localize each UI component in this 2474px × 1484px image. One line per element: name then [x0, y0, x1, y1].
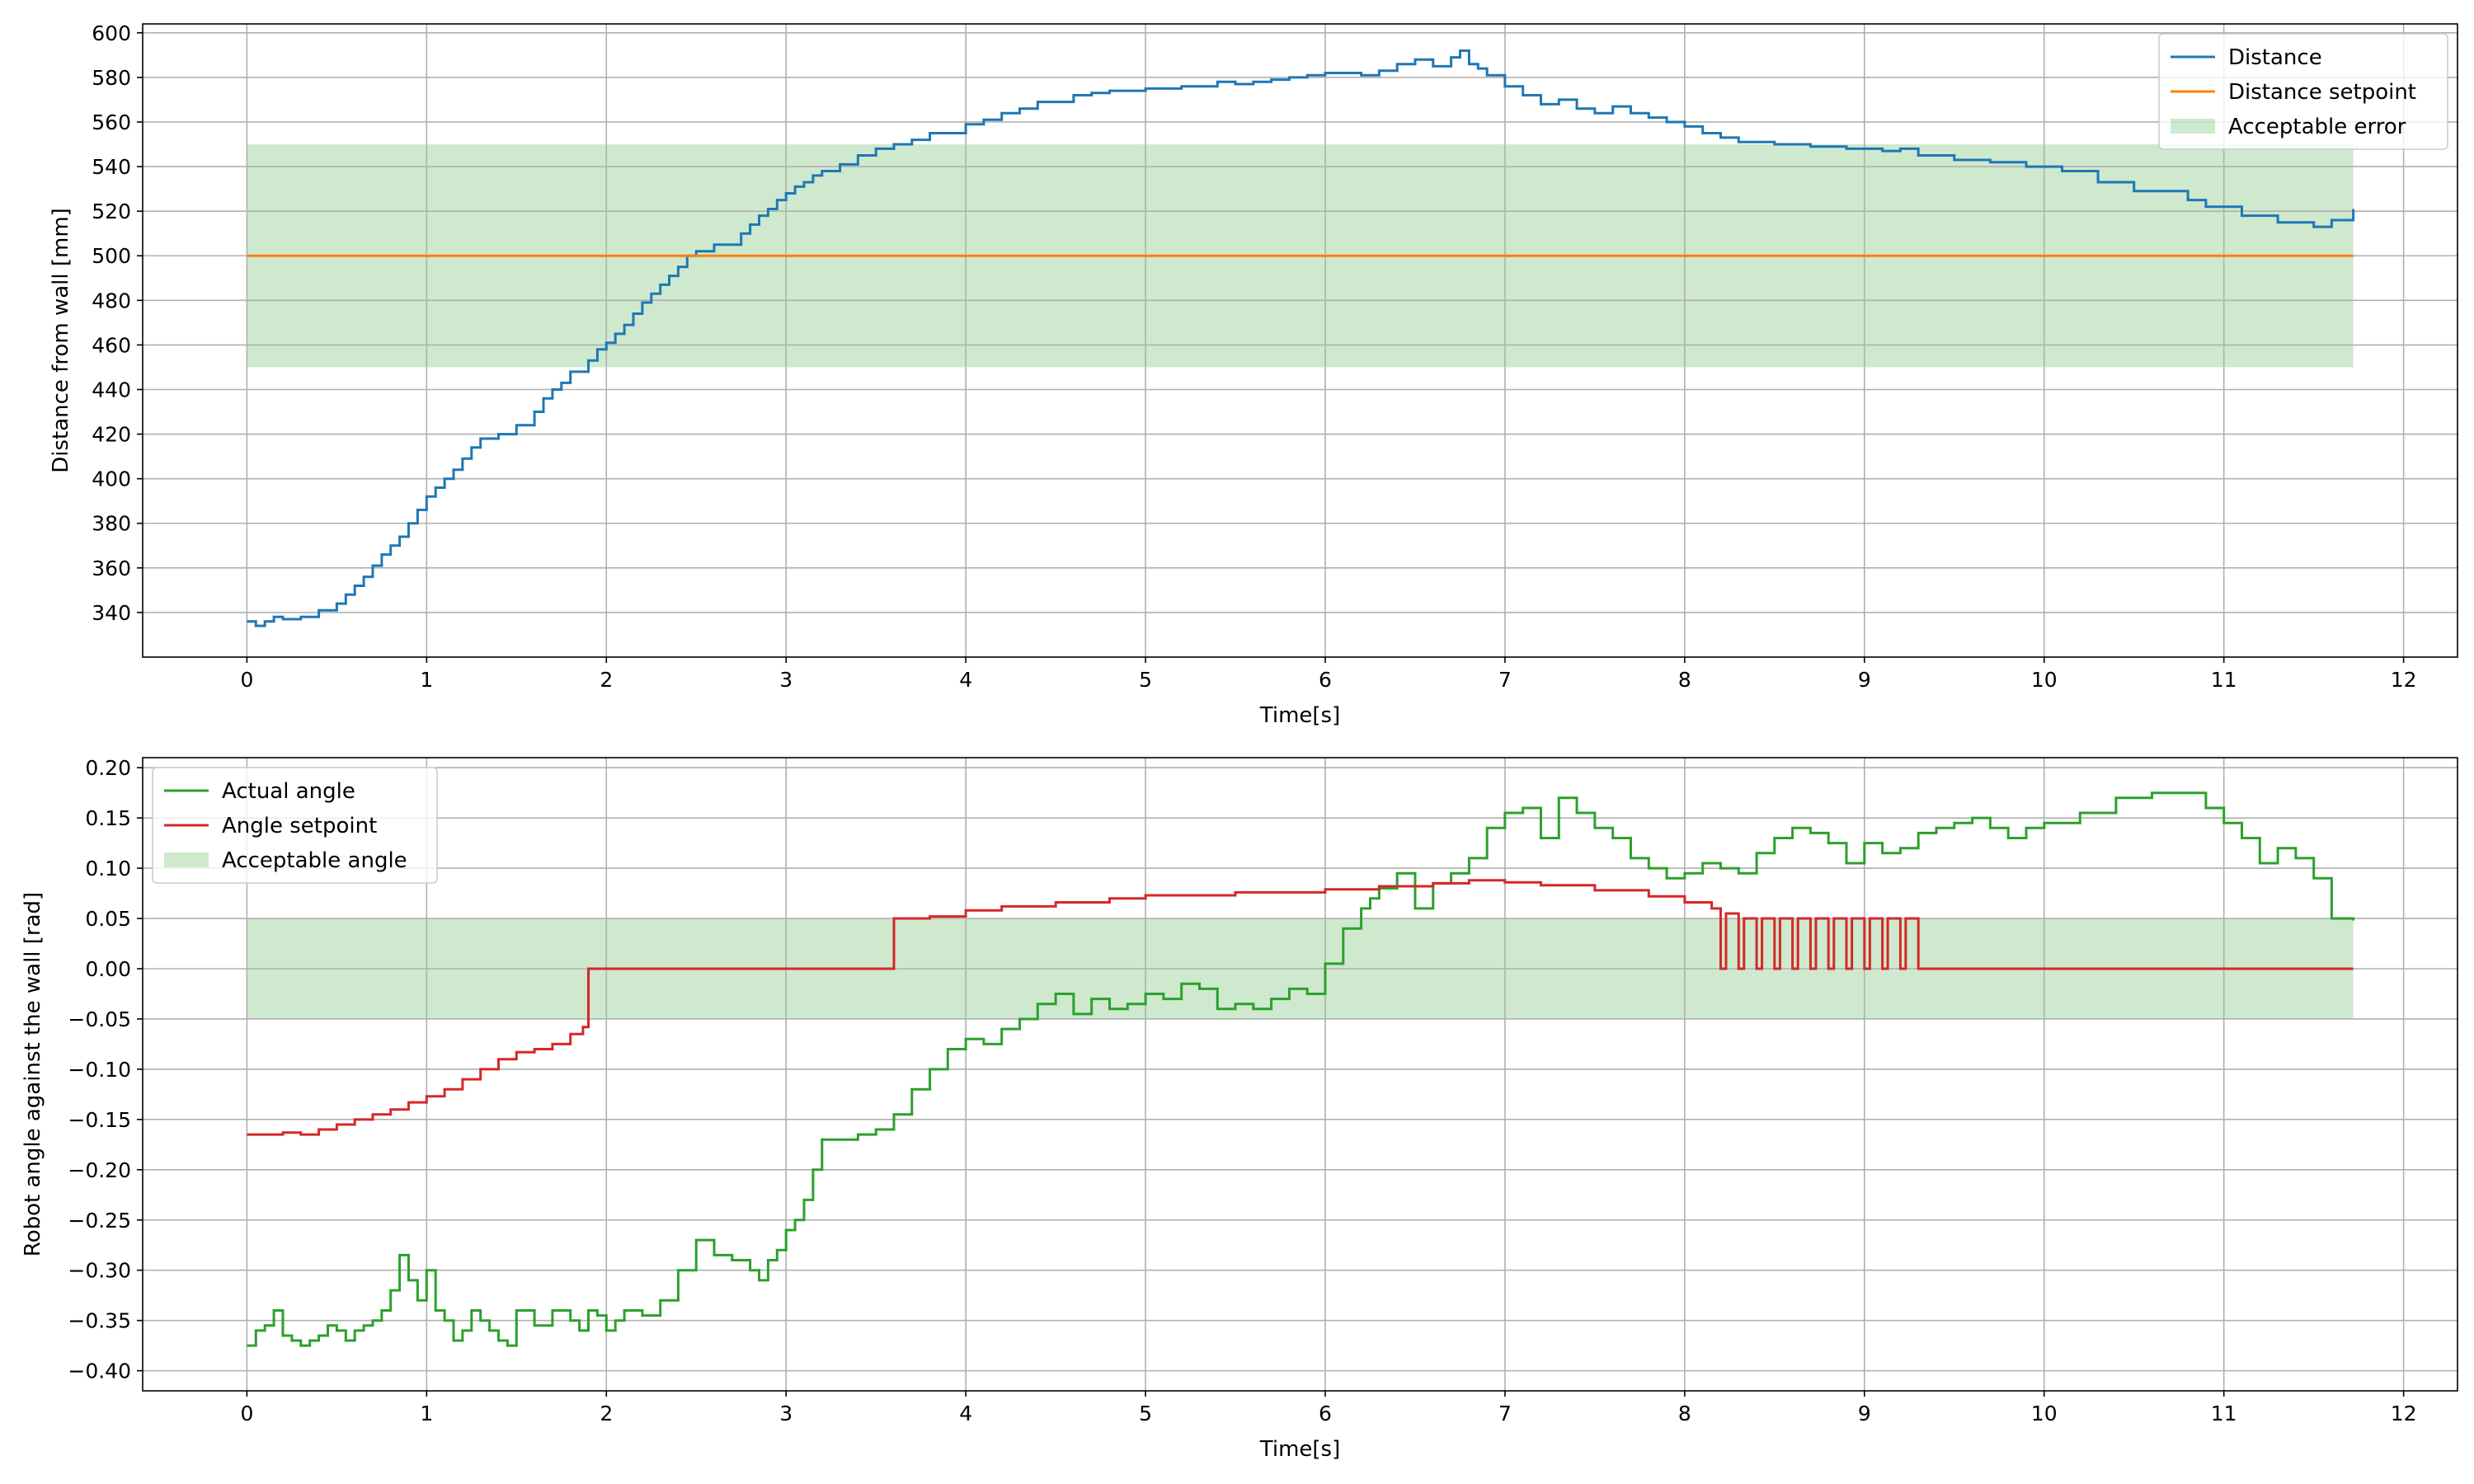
legend-label-acceptable-angle: Acceptable angle [222, 848, 407, 873]
y-tick-label: 460 [92, 333, 131, 357]
legend-box [2158, 33, 2448, 150]
y-tick-label: −0.10 [68, 1058, 131, 1082]
y-tick-label: 560 [92, 110, 131, 134]
x-tick-label: 12 [2391, 668, 2417, 692]
x-tick-label: 9 [1858, 1402, 1871, 1425]
x-tick-label: 1 [420, 668, 433, 692]
legend-label-distance: Distance [2228, 45, 2322, 70]
legend-swatch-acceptable-error [2171, 119, 2215, 134]
x-tick-label: 6 [1319, 1402, 1332, 1425]
x-axis-label: Time[s] [1259, 703, 1340, 728]
y-tick-label: −0.15 [68, 1108, 131, 1132]
angle-chart: 0 1 2 3 4 5 6 7 8 9 10 11 12−0.40−0.35−0.30−0.25−0.2… [21, 756, 2458, 1462]
x-tick-label: 0 [240, 1402, 253, 1425]
x-axis-label: Time[s] [1259, 1437, 1340, 1462]
y-tick-label: 380 [92, 512, 131, 536]
y-tick-label: 520 [92, 200, 131, 223]
x-tick-label: 3 [779, 1402, 793, 1425]
x-tick-label: 4 [959, 668, 972, 692]
y-tick-label: −0.20 [68, 1158, 131, 1182]
y-tick-label: −0.25 [68, 1209, 131, 1233]
series-line-distance [247, 49, 2355, 627]
y-tick-label: 420 [92, 423, 131, 447]
legend: Actual angle Angle setpoint Acceptable ang… [152, 767, 438, 884]
y-tick-label: 340 [92, 601, 131, 625]
legend-label-angle-setpoint: Angle setpoint [222, 814, 377, 838]
y-tick-label: −0.05 [68, 1007, 131, 1031]
y-axis-label: Robot angle against the wall [rad] [21, 892, 45, 1256]
y-tick-label: 0.15 [85, 806, 131, 830]
x-tick-label: 7 [1498, 668, 1512, 692]
x-tick-label: 2 [600, 668, 613, 692]
y-tick-label: 360 [92, 556, 131, 580]
x-tick-label: 8 [1678, 668, 1691, 692]
series-line-angle-setpoint [247, 879, 2354, 1136]
x-tick-label: 2 [600, 1402, 613, 1425]
y-axis-label: Distance from wall [mm] [49, 208, 73, 473]
x-tick-label: 10 [2031, 1402, 2058, 1425]
y-tick-label: 500 [92, 244, 131, 268]
x-tick-label: 4 [959, 1402, 972, 1425]
x-tick-label: 11 [2211, 668, 2237, 692]
y-tick-label: 400 [92, 467, 131, 491]
x-tick-label: 10 [2031, 668, 2058, 692]
legend: Distance Distance setpoint Acceptable erro… [2158, 33, 2448, 150]
x-tick-label: 5 [1139, 668, 1152, 692]
y-tick-label: 580 [92, 66, 131, 90]
y-tick-label: −0.40 [68, 1360, 131, 1383]
y-tick-label: 540 [92, 155, 131, 179]
x-tick-label: 3 [779, 668, 793, 692]
distance-chart: 0 1 2 3 4 5 6 7 8 9 10 11 12340360380400420440460480… [49, 21, 2458, 728]
y-tick-label: 0.20 [85, 756, 131, 780]
legend-label-acceptable-error: Acceptable error [2228, 115, 2406, 139]
x-tick-label: 9 [1858, 668, 1871, 692]
y-tick-label: 600 [92, 21, 131, 45]
x-tick-label: 6 [1319, 668, 1332, 692]
legend-swatch-acceptable-angle [164, 852, 209, 867]
x-tick-label: 0 [240, 668, 253, 692]
axes-frame [142, 23, 2458, 658]
y-tick-label: −0.35 [68, 1309, 131, 1333]
y-tick-label: 440 [92, 378, 131, 402]
legend-box [152, 767, 438, 884]
x-tick-label: 12 [2391, 1402, 2417, 1425]
y-tick-label: 0.05 [85, 907, 131, 931]
x-tick-label: 1 [420, 1402, 433, 1425]
x-tick-label: 11 [2211, 1402, 2237, 1425]
x-tick-label: 5 [1139, 1402, 1152, 1425]
legend-label-actual-angle: Actual angle [222, 779, 355, 804]
y-tick-label: 0.00 [85, 957, 131, 981]
x-tick-label: 7 [1498, 1402, 1512, 1425]
legend-label-distance-setpoint: Distance setpoint [2228, 80, 2416, 105]
y-tick-label: 480 [92, 289, 131, 312]
y-tick-label: 0.10 [85, 857, 131, 881]
y-tick-label: −0.30 [68, 1259, 131, 1283]
series-line-actual-angle [247, 791, 2355, 1347]
axes-frame [142, 757, 2458, 1392]
x-tick-label: 8 [1678, 1402, 1691, 1425]
